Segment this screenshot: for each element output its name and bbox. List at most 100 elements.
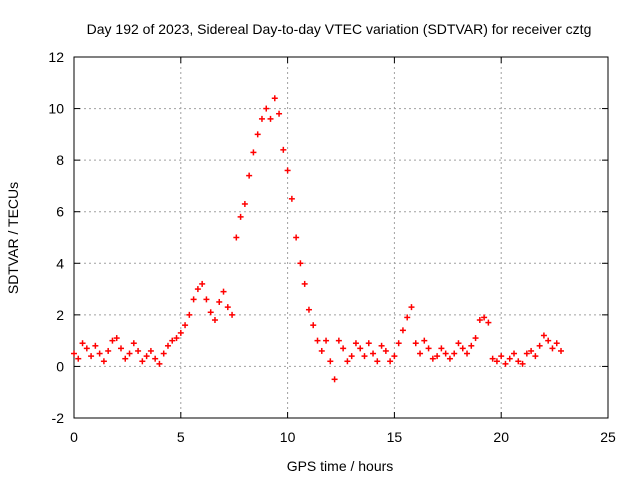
data-point <box>301 280 308 287</box>
data-point <box>117 345 124 352</box>
data-point <box>143 353 150 360</box>
data-point <box>545 337 552 344</box>
data-point <box>361 353 368 360</box>
data-point <box>425 345 432 352</box>
data-point <box>391 353 398 360</box>
data-point <box>190 296 197 303</box>
data-point <box>246 172 253 179</box>
data-point <box>374 358 381 365</box>
data-point <box>186 311 193 318</box>
y-tick-label: 8 <box>56 152 64 168</box>
data-point <box>250 149 257 156</box>
data-point <box>258 115 265 122</box>
data-point <box>357 345 364 352</box>
data-point <box>224 304 231 311</box>
data-point <box>280 146 287 153</box>
data-point <box>468 342 475 349</box>
data-point <box>88 353 95 360</box>
data-point <box>382 347 389 354</box>
data-point <box>229 311 236 318</box>
data-point <box>536 342 543 349</box>
x-tick-label: 15 <box>387 429 403 445</box>
data-point <box>498 353 505 360</box>
data-point <box>558 347 565 354</box>
data-point <box>506 355 513 362</box>
y-axis-label: SDTVAR / TECUs <box>5 182 21 294</box>
data-point <box>254 131 261 138</box>
data-point <box>211 317 218 324</box>
y-tick-label: 6 <box>56 204 64 220</box>
data-point <box>502 360 509 367</box>
data-point <box>147 347 154 354</box>
data-point <box>335 337 342 344</box>
data-point <box>528 347 535 354</box>
data-point <box>293 234 300 241</box>
data-point <box>199 280 206 287</box>
data-point <box>164 342 171 349</box>
data-point <box>340 345 347 352</box>
data-point <box>404 314 411 321</box>
data-point <box>130 340 137 347</box>
chart-title: Day 192 of 2023, Sidereal Day-to-day VTE… <box>87 21 592 37</box>
x-axis-label: GPS time / hours <box>287 458 394 474</box>
data-point <box>194 286 201 293</box>
data-point <box>135 347 142 354</box>
data-point <box>310 322 317 329</box>
data-point <box>79 340 86 347</box>
data-point <box>455 340 462 347</box>
data-point <box>489 355 496 362</box>
grid <box>74 57 608 418</box>
data-point <box>109 337 116 344</box>
data-point <box>370 350 377 357</box>
data-point <box>344 358 351 365</box>
data-point <box>203 296 210 303</box>
data-point <box>263 105 270 112</box>
data-point <box>318 347 325 354</box>
data-point <box>451 350 458 357</box>
data-point <box>220 288 227 295</box>
data-point <box>446 355 453 362</box>
data-point <box>288 195 295 202</box>
data-point <box>139 358 146 365</box>
data-point <box>515 358 522 365</box>
data-point <box>412 340 419 347</box>
data-point <box>464 350 471 357</box>
data-point <box>305 306 312 313</box>
y-tick-label: 0 <box>56 358 64 374</box>
data-point <box>417 350 424 357</box>
data-point <box>352 340 359 347</box>
data-point <box>156 360 163 367</box>
data-point <box>540 332 547 339</box>
data-point <box>314 337 321 344</box>
data-point <box>173 335 180 342</box>
y-tick-label: -2 <box>52 410 65 426</box>
data-point <box>267 115 274 122</box>
data-point <box>284 167 291 174</box>
data-point <box>481 314 488 321</box>
data-point <box>100 358 107 365</box>
data-point <box>233 234 240 241</box>
data-point <box>485 319 492 326</box>
data-point <box>182 322 189 329</box>
data-point <box>421 337 428 344</box>
y-tick-label: 12 <box>48 49 64 65</box>
data-point <box>327 358 334 365</box>
data-point <box>434 353 441 360</box>
data-point <box>378 342 385 349</box>
x-tick-label: 0 <box>70 429 78 445</box>
data-point <box>105 347 112 354</box>
data-point <box>553 340 560 347</box>
plot-frame <box>73 56 609 419</box>
data-point <box>395 340 402 347</box>
data-point <box>271 95 278 102</box>
data-point <box>216 298 223 305</box>
data-point <box>71 350 77 357</box>
x-tick-label: 5 <box>177 429 185 445</box>
data-point <box>523 350 530 357</box>
data-point <box>331 376 338 383</box>
data-point <box>122 355 129 362</box>
data-point <box>160 350 167 357</box>
data-point <box>387 358 394 365</box>
